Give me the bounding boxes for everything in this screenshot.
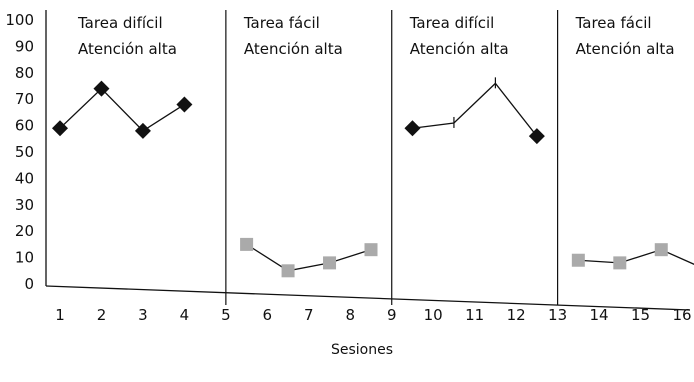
x-tick-label: 13 (548, 306, 567, 324)
data-point-diamond (528, 128, 545, 145)
x-tick-label: 12 (507, 306, 526, 324)
y-tick-label: 40 (15, 169, 34, 187)
x-tick-label: 2 (97, 306, 107, 324)
series-line (246, 243, 372, 272)
x-tick-label: 1 (55, 306, 65, 324)
phase-labels: Tarea difícil Atención alta Tarea fácil Ate… (77, 14, 675, 58)
series-line (59, 87, 185, 132)
data-point-square (240, 237, 254, 251)
phase-subtitle: Atención alta (78, 40, 177, 58)
y-tick-label: 90 (15, 37, 34, 55)
x-tick-label: 11 (465, 306, 484, 324)
series-line (412, 82, 538, 137)
x-axis-line (45, 285, 691, 311)
phase-subtitle: Atención alta (576, 40, 675, 58)
data-point-square (613, 256, 627, 270)
x-tick-label: 15 (631, 306, 650, 324)
x-tick-label: 4 (180, 306, 190, 324)
y-tick-label: 50 (15, 143, 34, 161)
data-point-square (654, 243, 668, 257)
x-tick-label: 7 (304, 306, 314, 324)
data-point-diamond (404, 120, 421, 137)
phase-subtitle: Atención alta (244, 40, 343, 58)
y-tick-label: 10 (15, 249, 34, 267)
data-point-square (364, 243, 378, 257)
x-tick-label: 16 (672, 306, 691, 324)
x-tick-label: 10 (424, 306, 443, 324)
phase-subtitle: Atención alta (410, 40, 509, 58)
x-axis-ticks: 1 2 3 4 5 6 7 8 9 10 11 12 13 14 15 16 (55, 306, 691, 324)
x-tick-label: 3 (138, 306, 148, 324)
y-tick-label: 60 (15, 117, 34, 135)
x-tick-label: 6 (263, 306, 273, 324)
y-tick-label: 30 (15, 196, 34, 214)
phase-title: Tarea fácil (575, 14, 652, 32)
phase-lines (225, 10, 559, 305)
x-tick-label: 14 (590, 306, 609, 324)
data-point-square (281, 264, 295, 278)
y-tick-label: 70 (15, 90, 34, 108)
y-tick-label: 20 (15, 222, 34, 240)
data-point-diamond (93, 80, 110, 97)
x-tick-label: 5 (221, 306, 231, 324)
y-tick-label: 0 (24, 275, 34, 293)
y-tick-label: 80 (15, 64, 34, 82)
y-axis-ticks: 0 10 20 30 40 50 60 70 80 90 100 (5, 11, 34, 293)
data-point-diamond (176, 96, 193, 113)
series-line (578, 248, 694, 265)
data-series (52, 77, 694, 278)
data-point-diamond (52, 120, 68, 137)
phase-title: Tarea difícil (77, 14, 163, 32)
data-point-diamond (134, 122, 151, 139)
data-point-square (571, 253, 585, 267)
data-point-square (323, 256, 337, 270)
y-tick-label: 100 (5, 11, 34, 29)
x-tick-label: 9 (387, 306, 397, 324)
x-tick-label: 8 (345, 306, 355, 324)
x-axis-title: Sesiones (331, 342, 393, 358)
phase-title: Tarea difícil (409, 14, 495, 32)
phase-title: Tarea fácil (243, 14, 320, 32)
